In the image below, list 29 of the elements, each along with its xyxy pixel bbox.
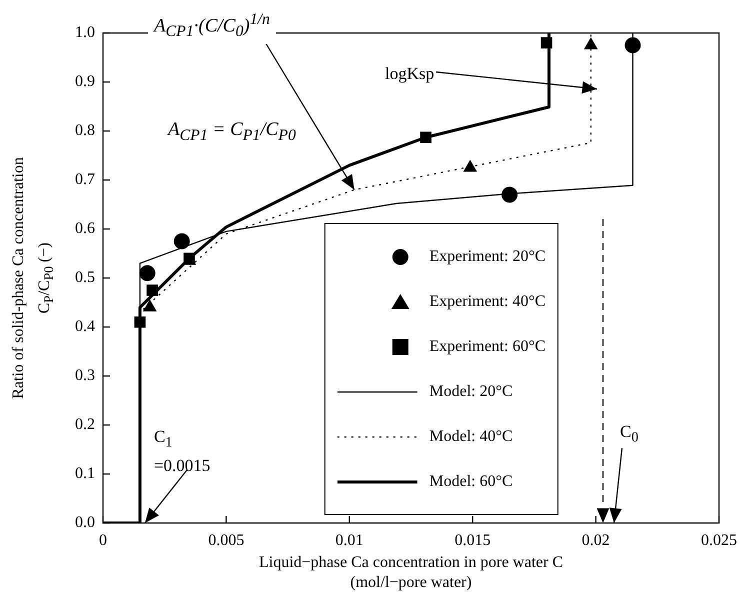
y-tick-label: 1.0 (75, 24, 95, 42)
x-tick-label: 0.02 (582, 532, 610, 549)
y-tick-label: 0.9 (75, 73, 95, 90)
x-tick-label: 0.025 (701, 532, 737, 549)
x-tick-label: 0 (99, 532, 107, 549)
legend-label: Experiment: 40°C (429, 292, 546, 310)
annotation: logKsp (385, 63, 434, 85)
y-tick-label: 0.5 (75, 269, 95, 286)
legend-label: Model: 60°C (429, 472, 513, 490)
legend-label: Model: 40°C (429, 428, 513, 446)
annotation: C$_{0}$ (620, 421, 638, 448)
x-axis-title: Liquid−phase Ca concentration in pore water C (mol/l−pore water) (258, 553, 564, 593)
x-tick-label: 0.005 (208, 532, 244, 549)
annotation: C$_{1}$ =0.0015 (154, 426, 210, 478)
y-tick-label: 0.7 (75, 171, 95, 188)
y-tick-label: 0.1 (75, 465, 95, 482)
y-tick-label: 0.8 (75, 122, 95, 140)
x-tick-label: 0.01 (335, 532, 364, 549)
legend-label: Experiment: 20°C (429, 248, 546, 266)
legend-label: Model: 20°C (429, 382, 513, 400)
y-tick-label: 0.0 (75, 514, 95, 532)
y-tick-label: 0.6 (75, 220, 95, 238)
y-tick-label: 0.2 (75, 416, 95, 434)
legend-label: Experiment: 60°C (429, 338, 546, 356)
x-tick-label: 0.015 (454, 532, 491, 549)
y-tick-label: 0.4 (75, 318, 95, 336)
y-tick-label: 0.3 (75, 367, 95, 384)
annotation: A$_{CP1}$·(C/C$_{0}$)$^{1/n}$ (154, 10, 270, 42)
annotation: A$_{CP1}$ = C$_{P1}$/C$_{P0}$ (168, 118, 296, 146)
